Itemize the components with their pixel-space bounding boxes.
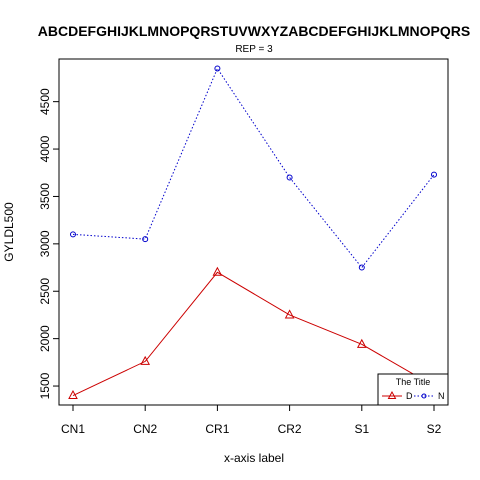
y-tick-label: 4500	[38, 88, 52, 115]
series-layer	[68, 65, 439, 400]
legend-marker	[421, 393, 427, 399]
legend-title: The Title	[396, 377, 431, 387]
series-D	[68, 266, 439, 400]
data-point	[214, 65, 221, 72]
series-line	[72, 271, 435, 396]
y-axis-label: GYLDL500	[2, 202, 16, 262]
x-tick-label: S1	[354, 422, 369, 436]
series-N	[70, 65, 437, 271]
y-tick-label: 2000	[38, 325, 52, 352]
legend: The Title D N	[377, 373, 449, 406]
x-tick-label: CR1	[205, 422, 229, 436]
data-point	[284, 309, 295, 319]
x-tick-label: CR2	[278, 422, 302, 436]
y-tick-label: 3500	[38, 183, 52, 210]
data-point	[68, 389, 78, 400]
data-point	[286, 174, 293, 181]
series-line	[72, 67, 435, 269]
y-tick-label: 3000	[38, 230, 52, 257]
x-axis-label: x-axis label	[224, 451, 284, 465]
data-point	[358, 264, 365, 271]
legend-label: D	[406, 391, 413, 401]
y-tick-label: 4000	[38, 135, 52, 162]
x-tick-label: S2	[427, 422, 442, 436]
data-point	[142, 236, 149, 243]
chart-subtitle: REP = 3	[235, 44, 273, 55]
data-point	[356, 338, 367, 348]
x-tick-label: CN2	[133, 422, 157, 436]
data-point	[431, 171, 437, 178]
legend-label: N	[438, 391, 445, 401]
data-point	[212, 266, 223, 276]
y-tick-label: 2500	[38, 278, 52, 305]
y-tick-label: 1500	[38, 372, 52, 399]
data-point	[140, 355, 151, 365]
legend-box	[377, 373, 449, 406]
chart-title: ABCDEFGHIJKLMNOPQRSTUVWXYZABCDEFGHIJKLMN…	[38, 23, 470, 39]
data-point	[70, 231, 76, 238]
plot-frame	[58, 58, 449, 406]
x-tick-label: CN1	[61, 422, 85, 436]
y-axis: 1500 2000 2500 3000 3500 4000 4500	[38, 88, 59, 399]
legend-marker	[387, 390, 397, 399]
x-axis: CN1 CN2 CR1 CR2 S1 S2	[61, 405, 442, 436]
